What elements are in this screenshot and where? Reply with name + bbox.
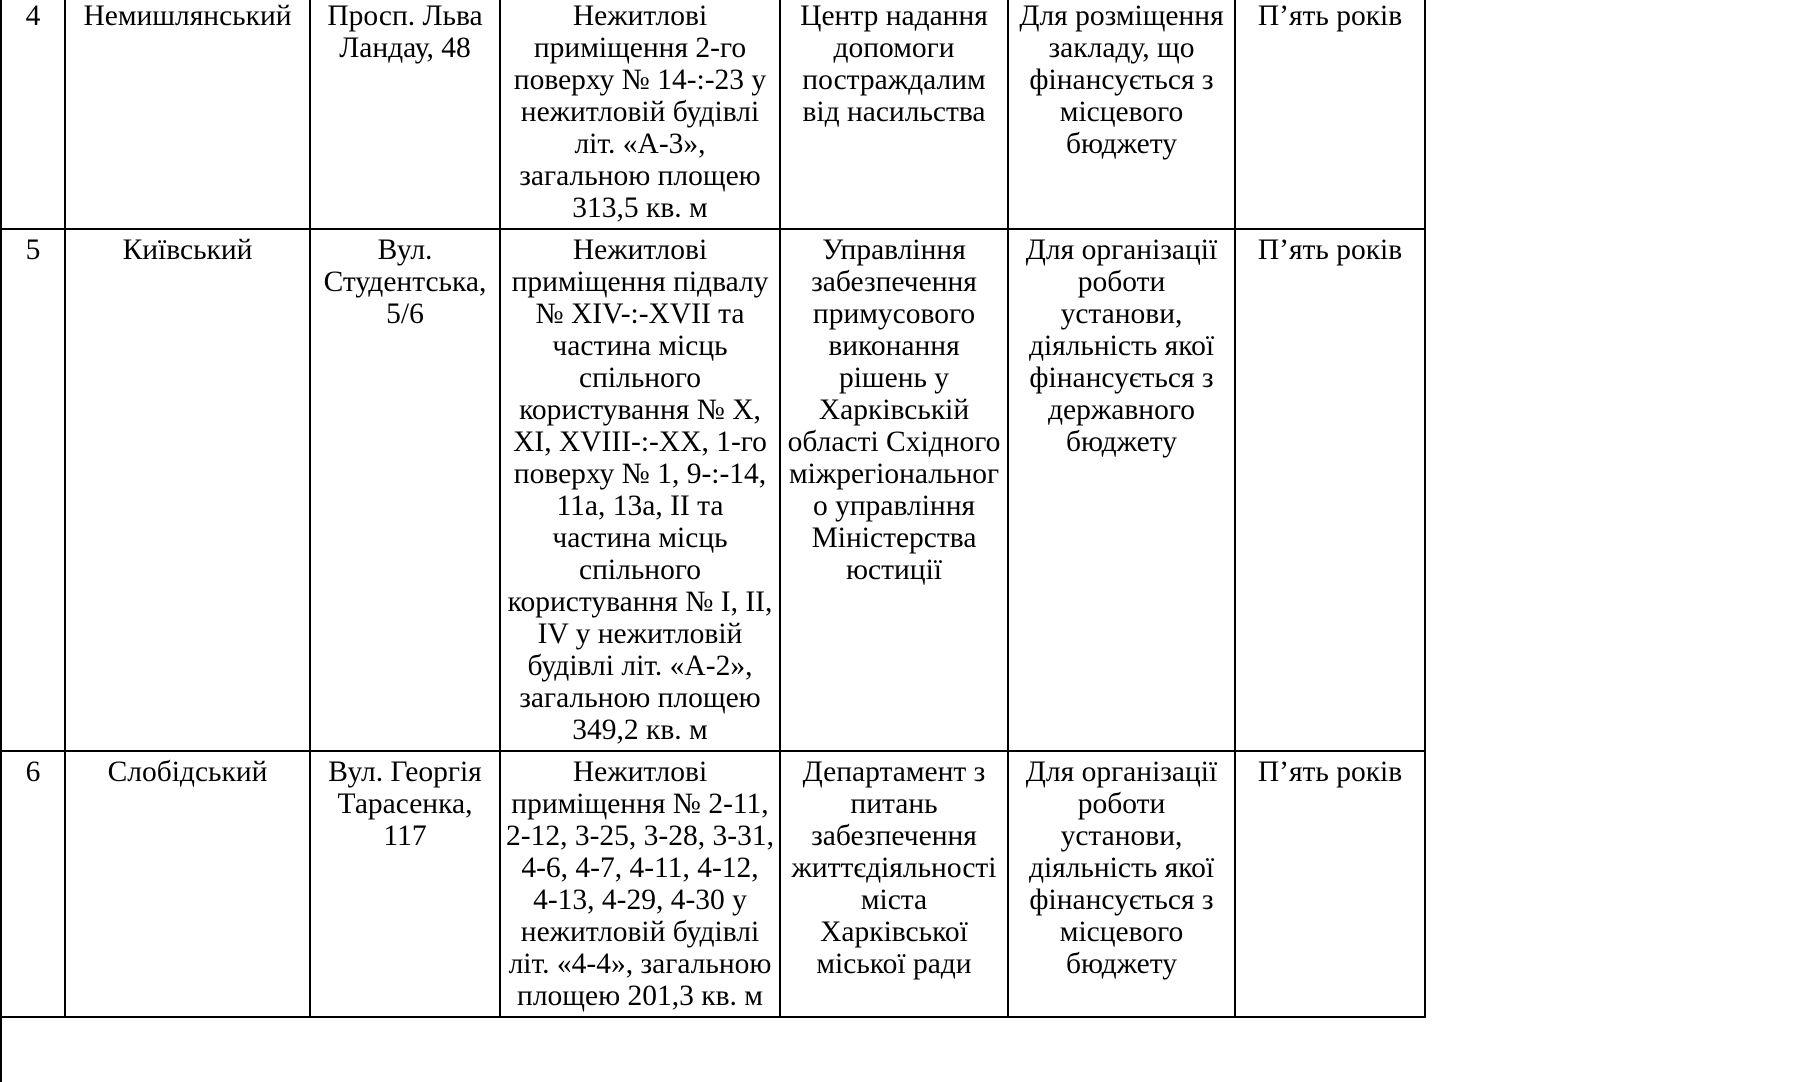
district-name: Немишлянський [83,0,292,32]
district-cell: Київський [64,228,311,752]
purpose-text: Для організації роботи установи, діяльні… [1025,234,1218,458]
term-cell: П’ять років [1234,0,1426,230]
address-text: Вул. Георгія Тарасенка, 117 [328,756,482,852]
term-cell: П’ять років [1234,750,1426,1018]
description-cell: Нежитлові приміщення підвалу № XIV-:-XVI… [499,228,781,752]
row-number: 4 [25,0,41,32]
organization-text: Центр надання допомоги постраждалим від … [800,0,988,128]
description-text: Нежитлові приміщення 2-го поверху № 14-:… [513,0,767,224]
term-cell: П’ять років [1234,228,1426,752]
description-cell: Нежитлові приміщення № 2-11, 2-12, 3-25,… [499,750,781,1018]
row-number: 6 [25,756,41,788]
term-text: П’ять років [1257,234,1403,266]
table-body: 4 Немишлянський Просп. Льва Ландау, 48 Н… [0,0,1426,1018]
table-row: 5 Київський Вул. Студентська, 5/6 Нежитл… [0,228,1426,752]
description-text: Нежитлові приміщення № 2-11, 2-12, 3-25,… [506,756,774,1012]
purpose-cell: Для розміщення закладу, що фінансується … [1007,0,1236,230]
row-number-cell: 4 [0,0,66,230]
address-text: Просп. Льва Ландау, 48 [327,0,483,64]
district-cell: Слобідський [64,750,311,1018]
term-text: П’ять років [1257,0,1403,32]
district-name: Київський [122,234,253,266]
address-text: Вул. Студентська, 5/6 [323,234,487,330]
row-number-cell: 5 [0,228,66,752]
table-row: 6 Слобідський Вул. Георгія Тарасенка, 11… [0,750,1426,1018]
address-cell: Просп. Льва Ландау, 48 [309,0,501,230]
organization-cell: Департамент з питань забезпечення життєд… [779,750,1009,1018]
description-cell: Нежитлові приміщення 2-го поверху № 14-:… [499,0,781,230]
row-number: 5 [25,234,41,266]
organization-cell: Центр надання допомоги постраждалим від … [779,0,1009,230]
table-row: 4 Немишлянський Просп. Льва Ландау, 48 Н… [0,0,1426,230]
description-text: Нежитлові приміщення підвалу № XIV-:-XVI… [507,234,773,746]
district-name: Слобідський [107,756,268,788]
property-lease-table: 4 Немишлянський Просп. Льва Ландау, 48 Н… [0,0,1426,1018]
organization-cell: Управління забезпечення примусового вико… [779,228,1009,752]
purpose-cell: Для організації роботи установи, діяльні… [1007,228,1236,752]
purpose-text: Для організації роботи установи, діяльні… [1025,756,1218,980]
organization-text: Департамент з питань забезпечення життєд… [791,756,997,980]
organization-text: Управління забезпечення примусового вико… [787,234,1001,586]
term-text: П’ять років [1257,756,1403,788]
purpose-cell: Для організації роботи установи, діяльні… [1007,750,1236,1018]
address-cell: Вул. Студентська, 5/6 [309,228,501,752]
row-number-cell: 6 [0,750,66,1018]
address-cell: Вул. Георгія Тарасенка, 117 [309,750,501,1018]
purpose-text: Для розміщення закладу, що фінансується … [1019,0,1224,160]
district-cell: Немишлянський [64,0,311,230]
